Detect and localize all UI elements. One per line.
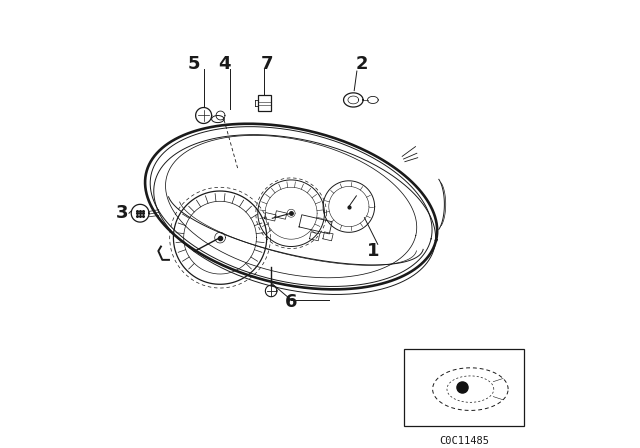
Text: 5: 5 — [187, 56, 200, 73]
Text: 2: 2 — [356, 56, 369, 73]
Text: 4: 4 — [218, 56, 231, 73]
Bar — [404, 349, 524, 426]
Text: 3: 3 — [116, 204, 129, 222]
Text: 1: 1 — [367, 242, 380, 260]
Text: 7: 7 — [260, 56, 273, 73]
Bar — [258, 95, 271, 112]
Text: 6: 6 — [285, 293, 298, 311]
Text: C0C11485: C0C11485 — [440, 436, 490, 446]
